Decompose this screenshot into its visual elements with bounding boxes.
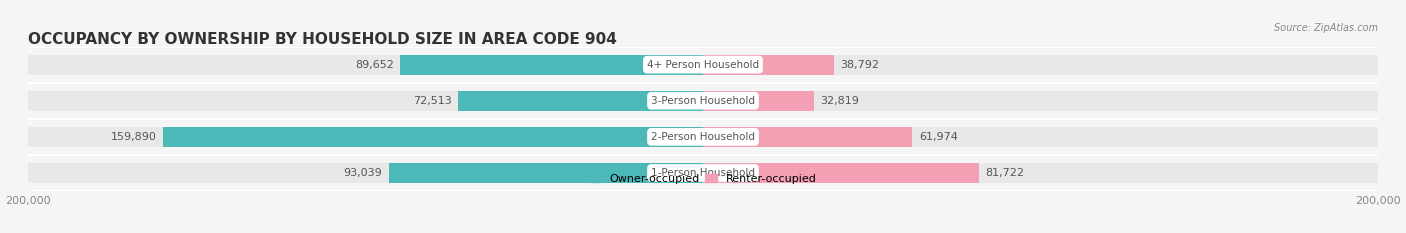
Text: 38,792: 38,792 [841, 60, 880, 70]
Bar [401, 55, 703, 75]
Bar [28, 127, 703, 147]
Text: 3-Person Household: 3-Person Household [651, 96, 755, 106]
Bar [389, 163, 703, 183]
Text: 1-Person Household: 1-Person Household [651, 168, 755, 178]
Bar [703, 163, 979, 183]
Bar [703, 91, 1378, 111]
Bar [703, 91, 814, 111]
Bar [28, 163, 703, 183]
Bar [703, 163, 1378, 183]
Text: 81,722: 81,722 [986, 168, 1025, 178]
Bar [703, 55, 1378, 75]
Text: Source: ZipAtlas.com: Source: ZipAtlas.com [1274, 23, 1378, 33]
Text: 159,890: 159,890 [111, 132, 156, 142]
Text: 89,652: 89,652 [354, 60, 394, 70]
Text: 32,819: 32,819 [821, 96, 859, 106]
Text: OCCUPANCY BY OWNERSHIP BY HOUSEHOLD SIZE IN AREA CODE 904: OCCUPANCY BY OWNERSHIP BY HOUSEHOLD SIZE… [28, 32, 617, 47]
Bar [703, 55, 834, 75]
Bar [703, 127, 1378, 147]
Text: 4+ Person Household: 4+ Person Household [647, 60, 759, 70]
Text: 72,513: 72,513 [413, 96, 451, 106]
Text: 2-Person Household: 2-Person Household [651, 132, 755, 142]
Text: 61,974: 61,974 [920, 132, 957, 142]
Bar [163, 127, 703, 147]
Text: 93,039: 93,039 [343, 168, 382, 178]
Bar [458, 91, 703, 111]
Bar [703, 127, 912, 147]
Bar [28, 91, 703, 111]
Legend: Owner-occupied, Renter-occupied: Owner-occupied, Renter-occupied [585, 169, 821, 188]
Bar [28, 55, 703, 75]
